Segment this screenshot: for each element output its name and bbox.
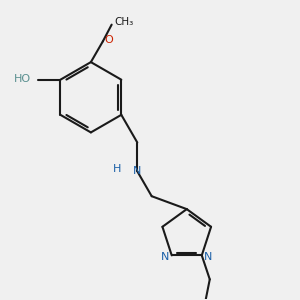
Text: H: H — [113, 164, 122, 174]
Text: CH₃: CH₃ — [115, 17, 134, 27]
Text: O: O — [104, 35, 113, 45]
Text: N: N — [204, 252, 212, 262]
Text: N: N — [133, 166, 142, 176]
Text: HO: HO — [14, 74, 31, 84]
Text: N: N — [161, 252, 170, 262]
